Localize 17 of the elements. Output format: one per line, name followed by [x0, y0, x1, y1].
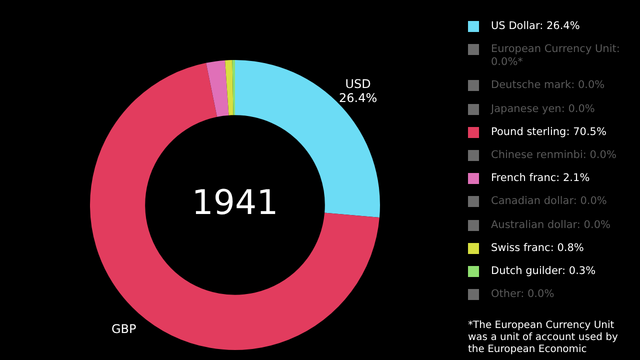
- legend-label: European Currency Unit: 0.0%*: [491, 43, 621, 70]
- text: *The European Currency Unit was a unit of account used by the European Economic: [468, 320, 619, 356]
- text: GBP: [111, 322, 136, 336]
- legend-label: Pound sterling: 70.5%: [491, 126, 606, 139]
- legend-label: Canadian dollar: 0.0%: [491, 195, 607, 208]
- legend-label: Swiss franc: 0.8%: [491, 242, 584, 255]
- text: 1941: [192, 182, 278, 223]
- data-label: 26.4%: [339, 91, 378, 106]
- legend-label: US Dollar: 26.4%: [491, 20, 580, 33]
- legend-label: French franc: 2.1%: [491, 172, 590, 186]
- legend-label: Chinese renminbi: 0.0%: [491, 148, 616, 162]
- legend-label: Japanese yen: 0.0%: [491, 102, 595, 116]
- legend-label: Deutsche mark: 0.0%: [491, 79, 605, 92]
- legend-label: Australian dollar: 0.0%: [491, 218, 610, 232]
- legend-label: Other: 0.0%: [491, 288, 554, 302]
- legend-label: Dutch guilder: 0.3%: [491, 264, 596, 278]
- text: USD: [345, 77, 371, 92]
